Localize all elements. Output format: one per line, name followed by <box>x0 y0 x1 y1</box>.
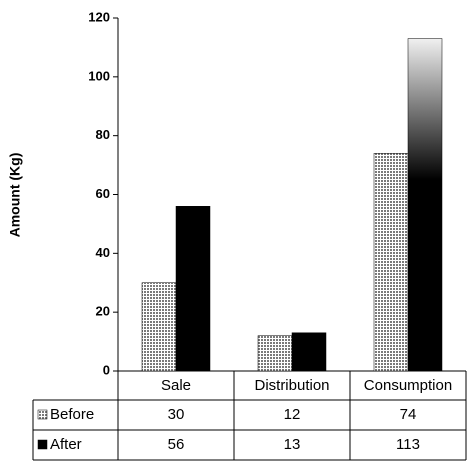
bar <box>407 38 443 372</box>
bar <box>373 153 409 372</box>
y-tick-label: 60 <box>96 186 110 201</box>
x-tick-label: Consumption <box>364 377 452 394</box>
bar <box>291 332 327 372</box>
y-axis-label: Amount (Kg) <box>7 153 23 238</box>
y-tick-label: 80 <box>96 127 110 142</box>
bar <box>175 206 211 372</box>
legend-swatch <box>37 409 48 420</box>
x-tick-label: Sale <box>161 377 191 394</box>
x-tick-label: Distribution <box>254 377 329 394</box>
y-tick-label: 120 <box>88 9 110 24</box>
table-value: 74 <box>400 406 417 423</box>
bar <box>257 335 293 372</box>
legend-swatch <box>37 439 48 450</box>
legend-label: After <box>50 436 82 453</box>
y-tick-label: 20 <box>96 304 110 319</box>
y-tick-label: 100 <box>88 68 110 83</box>
table-value: 12 <box>284 406 301 423</box>
table-value: 113 <box>396 436 420 453</box>
y-tick-label: 0 <box>103 362 110 377</box>
table-value: 56 <box>168 436 185 453</box>
table-value: 13 <box>284 436 301 453</box>
table-value: 30 <box>168 406 185 423</box>
legend-label: Before <box>50 406 94 423</box>
bar <box>141 282 177 372</box>
y-tick-label: 40 <box>96 245 110 260</box>
